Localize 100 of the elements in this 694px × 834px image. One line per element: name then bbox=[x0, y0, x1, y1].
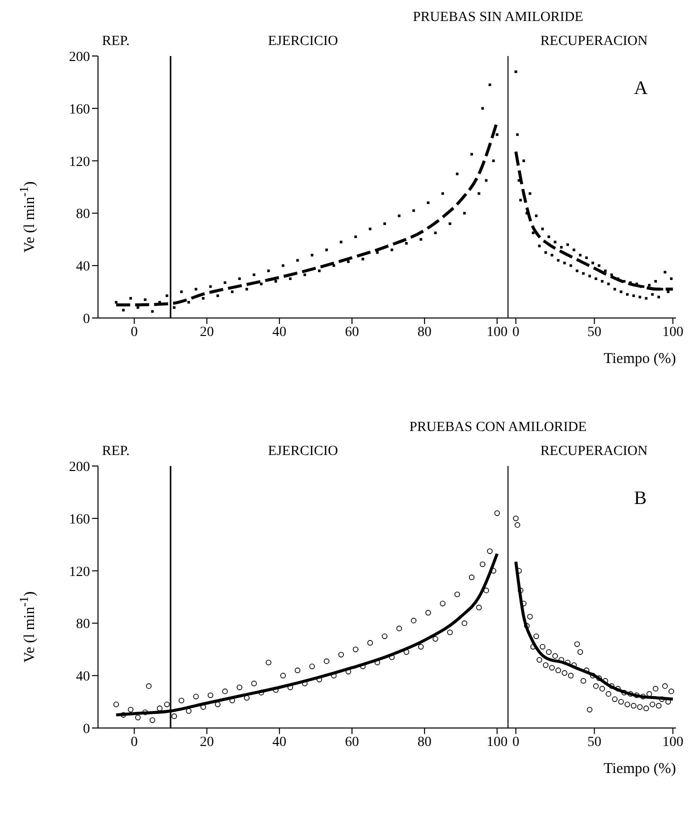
point bbox=[522, 160, 525, 162]
chart-title: PRUEBAS CON AMILORIDE bbox=[408, 420, 588, 436]
point bbox=[412, 209, 415, 212]
point bbox=[554, 240, 556, 244]
point bbox=[135, 714, 141, 720]
point bbox=[236, 684, 242, 690]
point bbox=[171, 713, 177, 720]
point bbox=[550, 254, 554, 256]
point bbox=[620, 290, 622, 294]
point bbox=[484, 179, 488, 182]
point bbox=[367, 640, 373, 646]
y-tick-label: 0 bbox=[83, 722, 90, 737]
point bbox=[544, 251, 547, 254]
point bbox=[532, 232, 534, 234]
point bbox=[432, 636, 438, 642]
point bbox=[599, 686, 606, 692]
point bbox=[596, 675, 602, 682]
point bbox=[362, 258, 364, 260]
point bbox=[570, 264, 572, 267]
point bbox=[530, 644, 536, 650]
point bbox=[613, 288, 616, 290]
y-tick-label: 80 bbox=[76, 617, 90, 632]
point bbox=[310, 254, 314, 256]
point bbox=[516, 133, 519, 136]
point bbox=[274, 280, 278, 283]
point bbox=[398, 214, 400, 218]
point bbox=[164, 702, 170, 708]
point bbox=[610, 273, 613, 276]
point bbox=[638, 296, 642, 298]
x-axis-title: Tiempo (%) bbox=[604, 761, 676, 777]
point bbox=[612, 696, 618, 702]
point bbox=[187, 300, 190, 304]
point bbox=[136, 306, 140, 309]
point bbox=[352, 646, 358, 652]
point bbox=[555, 668, 562, 674]
point bbox=[332, 264, 336, 267]
point bbox=[593, 683, 599, 689]
y-tick-label: 40 bbox=[76, 670, 90, 685]
point bbox=[230, 290, 234, 294]
point bbox=[624, 702, 630, 708]
point bbox=[640, 694, 646, 700]
point bbox=[129, 297, 132, 300]
point bbox=[533, 634, 540, 640]
point bbox=[518, 179, 520, 182]
point bbox=[376, 251, 379, 254]
point bbox=[643, 706, 649, 712]
point bbox=[304, 273, 306, 276]
point bbox=[252, 273, 256, 276]
point bbox=[216, 294, 220, 298]
x-axis-title: Tiempo (%) bbox=[604, 351, 676, 367]
y-tick-label: 40 bbox=[76, 260, 90, 275]
point bbox=[434, 232, 437, 234]
point bbox=[468, 574, 475, 580]
text: EJERCICIO bbox=[267, 34, 339, 50]
point bbox=[563, 262, 566, 264]
x-tick-label: 80 bbox=[418, 324, 432, 340]
point bbox=[202, 297, 205, 300]
point bbox=[540, 644, 546, 650]
point bbox=[448, 222, 452, 225]
point bbox=[494, 510, 500, 516]
point bbox=[318, 270, 321, 272]
point bbox=[280, 672, 286, 678]
point bbox=[260, 282, 263, 286]
point bbox=[578, 254, 582, 256]
point bbox=[568, 672, 574, 678]
point bbox=[454, 592, 460, 598]
point bbox=[420, 238, 422, 241]
point bbox=[476, 604, 482, 610]
point bbox=[664, 270, 666, 274]
x-tick-label: 0 bbox=[512, 324, 520, 340]
point bbox=[572, 248, 576, 252]
point bbox=[405, 242, 408, 245]
point bbox=[630, 702, 636, 709]
point bbox=[382, 634, 388, 640]
point bbox=[324, 658, 330, 664]
point bbox=[267, 270, 270, 272]
point bbox=[289, 277, 292, 280]
x-tick-label: 100 bbox=[662, 324, 684, 340]
x-tick-label: 20 bbox=[200, 324, 214, 340]
point bbox=[309, 664, 315, 670]
point bbox=[546, 649, 552, 655]
point bbox=[632, 294, 635, 298]
point bbox=[338, 652, 344, 658]
point bbox=[536, 657, 542, 663]
point bbox=[541, 228, 544, 230]
point bbox=[294, 668, 300, 674]
point bbox=[607, 282, 610, 286]
point bbox=[340, 240, 342, 244]
point bbox=[496, 133, 498, 136]
point bbox=[670, 277, 673, 280]
point bbox=[410, 618, 416, 624]
point bbox=[146, 683, 152, 689]
point bbox=[574, 641, 580, 647]
point bbox=[447, 630, 453, 636]
point bbox=[586, 706, 592, 712]
x-tick-label: 60 bbox=[344, 324, 359, 340]
point bbox=[662, 683, 668, 689]
point bbox=[528, 192, 532, 195]
point bbox=[637, 704, 643, 710]
point bbox=[576, 270, 578, 272]
